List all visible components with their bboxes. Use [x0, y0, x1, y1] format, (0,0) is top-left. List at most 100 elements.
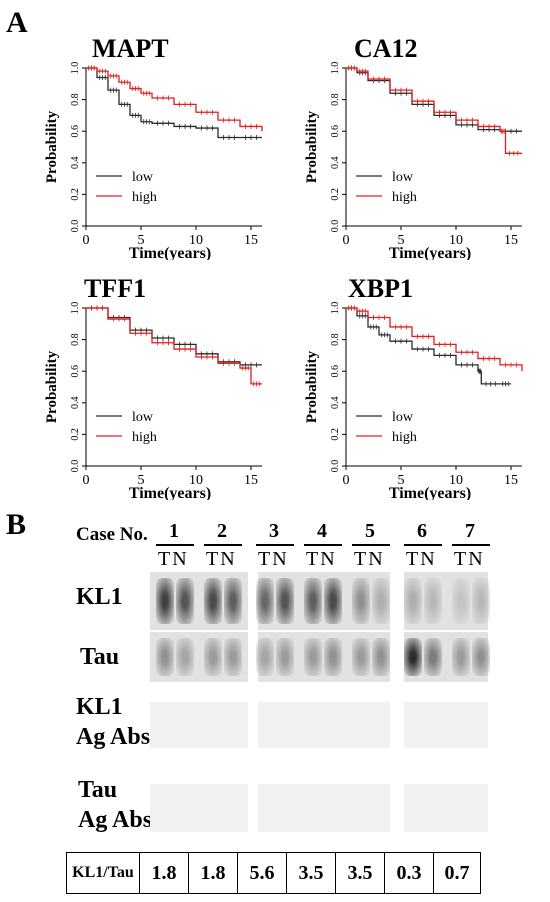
- y-axis-label: Probability: [304, 110, 320, 183]
- series-line-high: [346, 67, 522, 154]
- legend-label-high: high: [392, 190, 417, 205]
- blot-band: [256, 578, 274, 624]
- kl1-tau-ratio-table: KL1/Tau 1.8 1.8 5.6 3.5 3.5 0.3 0.7: [66, 852, 481, 894]
- y-tick-label: 0.6: [70, 365, 81, 378]
- ratio-cell: 0.7: [433, 852, 481, 894]
- row-label-text: Ag Abs: [78, 807, 153, 833]
- blot-band: [372, 638, 390, 676]
- ratio-label-cell: KL1/Tau: [66, 852, 140, 894]
- series-line-low: [86, 67, 262, 139]
- x-tick-label: 0: [343, 473, 350, 488]
- blot-band: [204, 638, 222, 676]
- y-tick-label: 0.2: [330, 188, 341, 201]
- case-number: 3: [269, 520, 279, 542]
- km-svg: 0.0 0.2 0.4 0.6 0.8 1.0 0 5 10 15 Probability Time(…: [44, 62, 263, 262]
- x-axis-label: Time(years): [129, 485, 211, 500]
- table-row: KL1/Tau 1.8 1.8 5.6 3.5 3.5 0.3 0.7: [66, 852, 481, 894]
- ratio-cell: 1.8: [188, 852, 238, 894]
- km-svg: 0.0 0.2 0.4 0.6 0.8 1.0 0 5 10 15 Probability Time(…: [304, 62, 522, 262]
- tumor-normal-label: TN: [406, 548, 437, 570]
- km-svg: 0.0 0.2 0.4 0.6 0.8 1.0 0 5 10 15 Probability Time(…: [304, 302, 523, 502]
- series-line-high: [86, 67, 263, 132]
- blot-band: [156, 638, 174, 676]
- case-underline: [452, 544, 490, 546]
- x-tick-label: 5: [398, 233, 405, 248]
- tumor-normal-label: TN: [206, 548, 237, 570]
- y-tick-label: 0.2: [330, 428, 341, 441]
- blot-band: [304, 638, 322, 676]
- blot-band: [352, 638, 370, 676]
- tumor-normal-label: TN: [454, 548, 485, 570]
- x-tick-label: 0: [83, 473, 90, 488]
- blot-band: [372, 578, 390, 624]
- x-tick-label: 15: [244, 473, 258, 488]
- blot-membrane: [258, 784, 390, 832]
- row-label-kl1: KL1: [76, 582, 123, 612]
- blot-band: [156, 578, 174, 624]
- legend-label-high: high: [132, 430, 157, 445]
- x-tick-label: 10: [189, 233, 203, 248]
- blot-band: [424, 578, 442, 624]
- legend-label-high: high: [392, 430, 417, 445]
- case-number: 5: [365, 520, 375, 542]
- x-tick-label: 15: [504, 233, 518, 248]
- tumor-normal-label: TN: [258, 548, 289, 570]
- km-plot-mapt: MAPT 0.0 0.2 0.4 0.6 0.8 1.0 0 5 10 15 Probability…: [38, 30, 298, 262]
- tumor-normal-label: TN: [158, 548, 189, 570]
- tumor-normal-label: TN: [306, 548, 337, 570]
- blot-band: [404, 638, 422, 676]
- legend-label-high: high: [132, 190, 157, 205]
- blot-band: [404, 578, 422, 624]
- km-title: XBP1: [348, 274, 413, 303]
- x-tick-label: 5: [138, 233, 145, 248]
- blot-band: [276, 578, 294, 624]
- y-tick-label: 1.0: [330, 302, 341, 315]
- x-axis-label: Time(years): [389, 485, 471, 500]
- y-tick-label: 0.4: [70, 397, 81, 410]
- blot-band: [224, 578, 242, 624]
- x-axis-label: Time(years): [389, 245, 471, 260]
- ratio-cell: 1.8: [139, 852, 189, 894]
- ratio-cell: 3.5: [286, 852, 336, 894]
- blot-band: [472, 578, 490, 624]
- legend-label-low: low: [392, 170, 414, 185]
- km-plot-ca12: CA12 0.0 0.2 0.4 0.6 0.8 1.0 0 5 10 15 Probability…: [298, 30, 550, 262]
- row-label-tau: Tau: [80, 642, 119, 672]
- y-tick-label: 0.8: [70, 93, 81, 106]
- km-title: MAPT: [92, 34, 169, 63]
- x-tick-label: 5: [398, 473, 405, 488]
- blot-band: [324, 578, 342, 624]
- y-tick-label: 0.2: [70, 188, 81, 201]
- row-label-text: Ag Abs: [76, 724, 151, 750]
- x-tick-label: 15: [504, 473, 518, 488]
- y-tick-label: 0.6: [70, 125, 81, 138]
- case-number: 1: [169, 520, 179, 542]
- case-underline: [204, 544, 242, 546]
- y-axis-label: Probability: [44, 110, 60, 183]
- ratio-cell: 3.5: [335, 852, 385, 894]
- case-underline: [352, 544, 390, 546]
- km-plot-xbp1: XBP1 0.0 0.2 0.4 0.6 0.8 1.0 0 5 10 15 Probability…: [298, 270, 550, 502]
- row-label-text: Tau: [80, 644, 120, 670]
- row-label-text: KL1: [76, 584, 123, 610]
- blot-band: [452, 638, 470, 676]
- x-tick-label: 10: [449, 233, 463, 248]
- ratio-cell: 5.6: [237, 852, 287, 894]
- y-tick-label: 0.0: [330, 460, 341, 473]
- blot-band: [304, 578, 322, 624]
- y-tick-label: 0.4: [330, 397, 341, 410]
- blot-membrane: [258, 702, 390, 748]
- km-svg: 0.0 0.2 0.4 0.6 0.8 1.0 0 5 10 15 Probability Time(…: [44, 302, 262, 502]
- case-underline: [156, 544, 194, 546]
- x-tick-label: 15: [244, 233, 258, 248]
- series-line-high: [346, 307, 523, 372]
- blot-band: [176, 578, 194, 624]
- blot-band: [472, 638, 490, 676]
- case-no-header: Case No.: [76, 524, 148, 545]
- blot-membrane: [150, 702, 248, 748]
- y-tick-label: 0.8: [330, 333, 341, 346]
- western-blot-image: [150, 572, 490, 832]
- legend-label-low: low: [132, 410, 154, 425]
- blot-band: [424, 638, 442, 676]
- y-tick-label: 0.0: [70, 460, 81, 473]
